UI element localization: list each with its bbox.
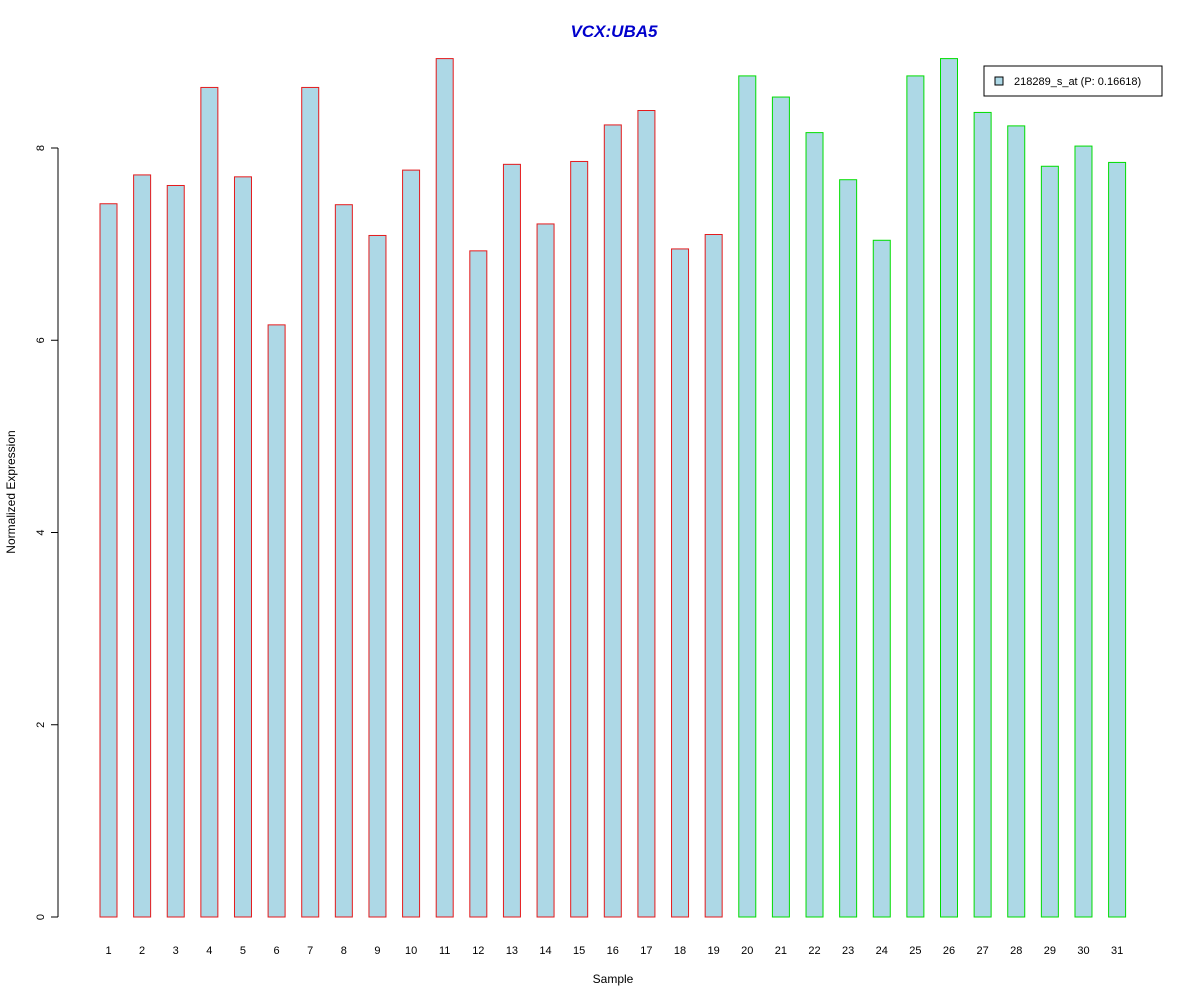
x-tick-label: 22 bbox=[808, 945, 820, 957]
x-tick-label: 9 bbox=[374, 945, 380, 957]
x-tick-label: 5 bbox=[240, 945, 246, 957]
bar-sample-22 bbox=[805, 132, 824, 918]
y-tick-label: 6 bbox=[35, 337, 47, 343]
y-axis: 0 2 4 6 8 bbox=[35, 145, 59, 920]
x-tick-label: 15 bbox=[573, 945, 585, 957]
x-tick-label: 6 bbox=[274, 945, 280, 957]
chart-title: VCX:UBA5 bbox=[571, 22, 658, 41]
x-axis-label: Sample bbox=[593, 972, 634, 986]
bar-sample-11 bbox=[435, 58, 454, 918]
x-tick-label: 26 bbox=[943, 945, 955, 957]
bar-sample-7 bbox=[301, 86, 320, 918]
y-tick-label: 0 bbox=[35, 914, 47, 920]
x-tick-label: 24 bbox=[876, 945, 888, 957]
x-tick-label: 19 bbox=[708, 945, 720, 957]
x-tick-label: 25 bbox=[909, 945, 921, 957]
x-tick-label: 10 bbox=[405, 945, 417, 957]
x-tick-label: 8 bbox=[341, 945, 347, 957]
bar-sample-5 bbox=[233, 176, 252, 918]
bar-sample-9 bbox=[368, 234, 387, 918]
x-tick-labels: 1 2 3 4 5 6 7 8 9 10 11 12 13 14 15 16 17 18 19 20 21 22 23 24 2… bbox=[105, 945, 1123, 957]
x-tick-label: 11 bbox=[439, 945, 450, 957]
bar-sample-16 bbox=[603, 124, 622, 918]
x-tick-label: 12 bbox=[472, 945, 484, 957]
bar-sample-18 bbox=[671, 248, 690, 918]
bar-sample-26 bbox=[940, 58, 958, 918]
x-tick-label: 13 bbox=[506, 945, 518, 957]
bar-sample-8 bbox=[334, 204, 353, 918]
bar-sample-2 bbox=[133, 174, 152, 918]
bar-sample-21 bbox=[771, 96, 790, 918]
bars-group bbox=[99, 58, 1127, 918]
bar-sample-28 bbox=[1007, 125, 1026, 918]
x-tick-label: 27 bbox=[976, 945, 988, 957]
y-axis-label: Normalized Expression bbox=[4, 430, 18, 553]
y-tick-label: 8 bbox=[35, 145, 47, 151]
legend-swatch bbox=[994, 76, 1004, 86]
bar-sample-30 bbox=[1074, 145, 1093, 918]
bar-sample-3 bbox=[166, 184, 185, 918]
x-tick-label: 4 bbox=[206, 945, 212, 957]
legend-box bbox=[983, 65, 1163, 97]
bar-sample-20 bbox=[738, 75, 757, 918]
x-tick-label: 31 bbox=[1111, 945, 1123, 957]
bar-sample-23 bbox=[839, 179, 858, 918]
bar-sample-12 bbox=[469, 250, 488, 918]
bar-sample-31 bbox=[1108, 161, 1127, 918]
bar-sample-4 bbox=[200, 86, 219, 918]
x-tick-label: 3 bbox=[173, 945, 179, 957]
x-tick-label: 2 bbox=[139, 945, 145, 957]
x-tick-label: 18 bbox=[674, 945, 686, 957]
y-tick-label: 4 bbox=[35, 529, 47, 535]
x-tick-label: 21 bbox=[775, 945, 787, 957]
bar-sample-6 bbox=[267, 324, 286, 918]
bar-sample-14 bbox=[536, 223, 555, 918]
legend-label: 218289_s_at (P: 0.16618) bbox=[1014, 76, 1141, 88]
legend: 218289_s_at (P: 0.16618) bbox=[983, 65, 1163, 97]
x-tick-label: 1 bbox=[105, 945, 111, 957]
x-tick-label: 7 bbox=[307, 945, 313, 957]
y-tick-label: 2 bbox=[35, 722, 47, 728]
x-tick-label: 17 bbox=[640, 945, 652, 957]
x-tick-label: 20 bbox=[741, 945, 753, 957]
bar-sample-25 bbox=[906, 75, 925, 918]
bar-sample-27 bbox=[973, 111, 992, 918]
bar-sample-13 bbox=[502, 163, 521, 918]
bar-sample-24 bbox=[872, 239, 891, 918]
x-tick-label: 28 bbox=[1010, 945, 1022, 957]
x-tick-label: 23 bbox=[842, 945, 854, 957]
bar-sample-19 bbox=[704, 234, 723, 918]
bar-sample-29 bbox=[1040, 165, 1059, 918]
x-tick-label: 30 bbox=[1077, 945, 1089, 957]
x-tick-label: 29 bbox=[1044, 945, 1056, 957]
bar-sample-1 bbox=[99, 203, 118, 918]
x-tick-label: 16 bbox=[607, 945, 619, 957]
bar-sample-15 bbox=[570, 160, 589, 918]
bar-sample-17 bbox=[637, 110, 656, 918]
x-tick-label: 14 bbox=[539, 945, 551, 957]
bar-sample-10 bbox=[402, 169, 421, 918]
